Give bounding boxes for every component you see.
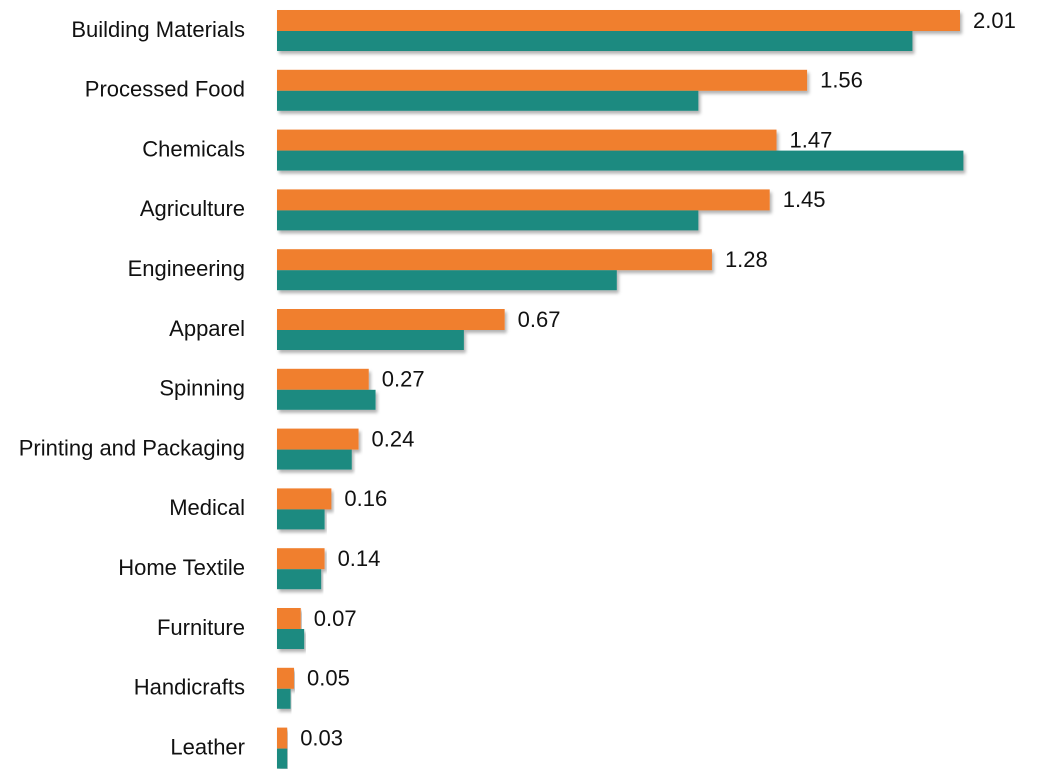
bar xyxy=(277,129,777,151)
bar xyxy=(277,488,332,510)
bar xyxy=(277,509,325,530)
value-label: 1.56 xyxy=(820,68,863,93)
category-label: Spinning xyxy=(159,376,245,401)
bar xyxy=(277,727,288,749)
bar xyxy=(277,249,712,271)
value-label: 1.47 xyxy=(790,127,833,152)
category-label: Furniture xyxy=(157,615,245,640)
value-label: 0.16 xyxy=(344,486,387,511)
bar xyxy=(277,449,352,470)
value-label: 0.05 xyxy=(307,666,350,691)
category-label: Engineering xyxy=(128,256,245,281)
category-label: Processed Food xyxy=(85,77,245,102)
bar xyxy=(277,389,376,410)
value-label: 0.24 xyxy=(372,426,415,451)
bar xyxy=(277,210,699,231)
value-label: 0.27 xyxy=(382,367,425,392)
bar xyxy=(277,10,960,31)
bar xyxy=(277,748,288,769)
bar xyxy=(277,548,325,570)
bar xyxy=(277,569,322,590)
value-label: 0.03 xyxy=(300,725,343,750)
bar xyxy=(277,688,291,709)
category-label: Leather xyxy=(170,734,245,759)
value-label: 0.67 xyxy=(518,307,561,332)
category-label: Home Textile xyxy=(118,555,245,580)
bar xyxy=(277,608,301,629)
value-label: 1.28 xyxy=(725,247,768,272)
bar xyxy=(277,629,305,649)
bar xyxy=(277,270,617,291)
bar xyxy=(277,90,699,111)
category-label: Building Materials xyxy=(71,17,245,42)
category-label: Handicrafts xyxy=(134,675,245,700)
category-label: Medical xyxy=(169,495,245,520)
category-label: Agriculture xyxy=(140,196,245,221)
value-label: 1.45 xyxy=(783,187,826,212)
value-label: 0.07 xyxy=(314,606,357,631)
value-label: 0.14 xyxy=(338,546,381,571)
bar xyxy=(277,309,505,330)
bar xyxy=(277,31,913,51)
bar xyxy=(277,368,369,390)
value-label: 2.01 xyxy=(973,8,1016,33)
bar xyxy=(277,189,770,211)
bar xyxy=(277,150,964,171)
bar xyxy=(277,330,464,350)
category-label: Apparel xyxy=(169,316,245,341)
bar xyxy=(277,667,294,689)
category-label: Printing and Packaging xyxy=(19,435,245,460)
bar xyxy=(277,69,808,91)
bar xyxy=(277,428,359,450)
category-label: Chemicals xyxy=(142,136,245,161)
